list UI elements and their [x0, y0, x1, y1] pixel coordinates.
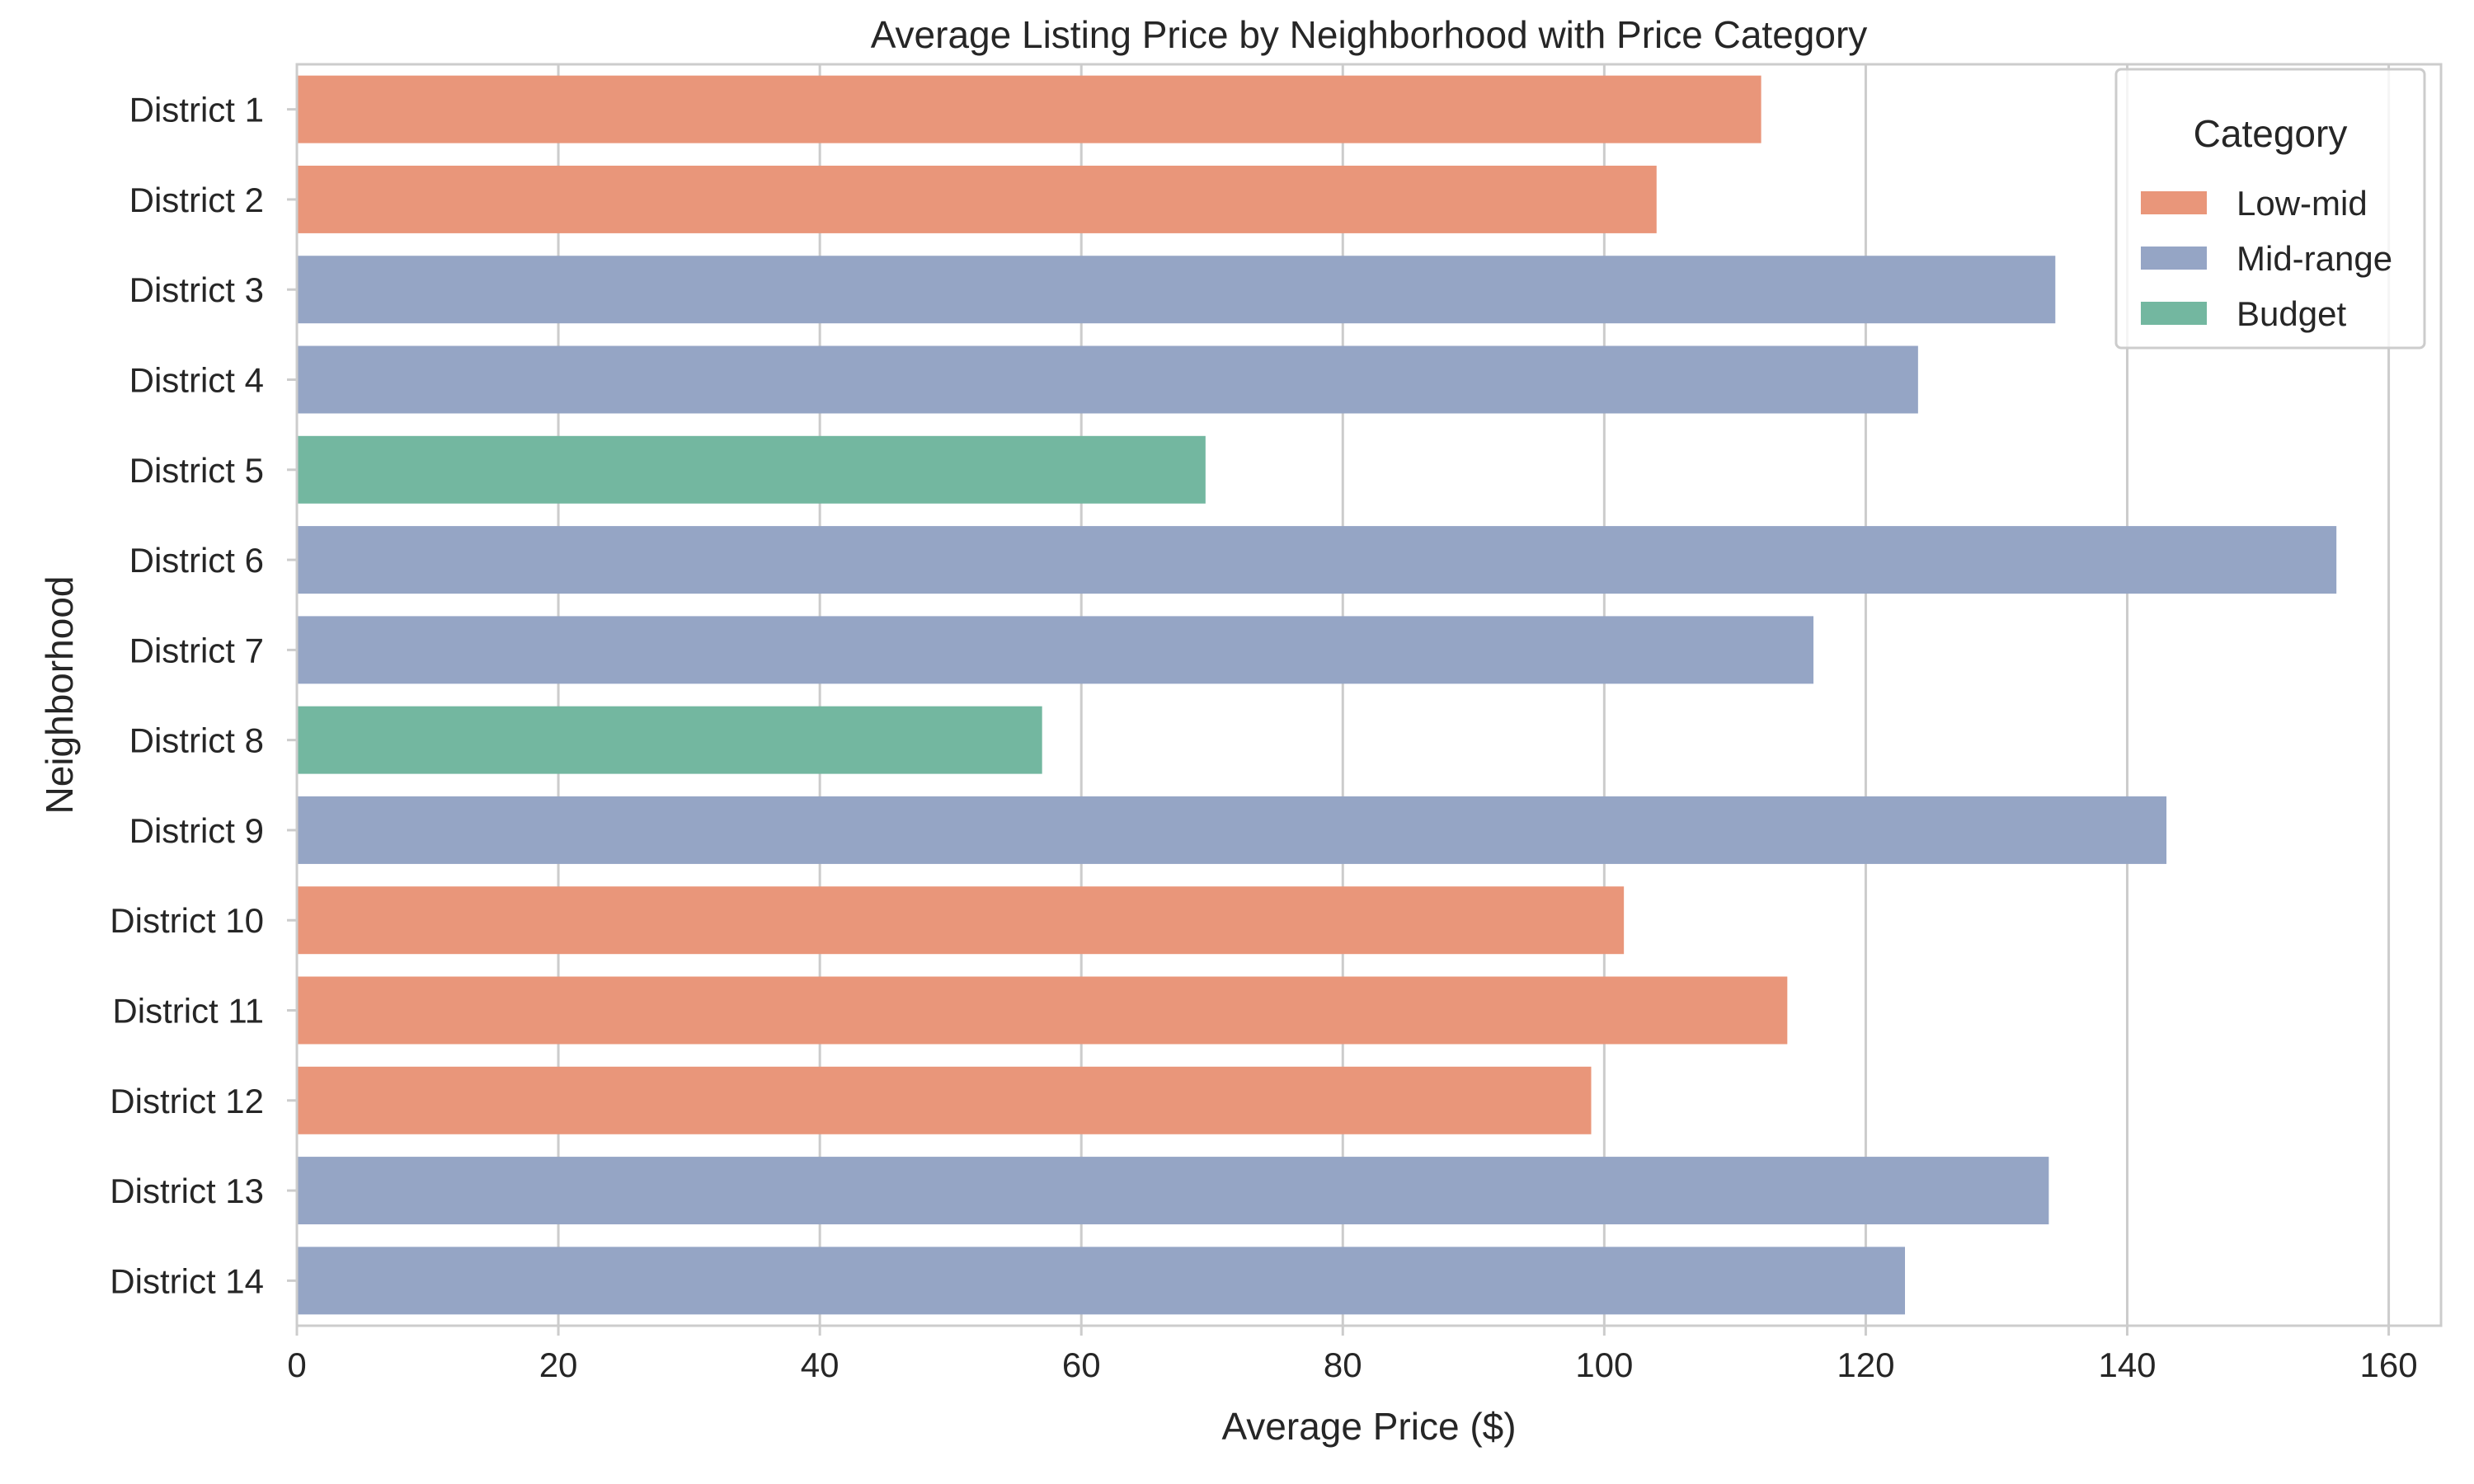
bar-district-10	[297, 886, 1625, 955]
grid-layer	[295, 64, 2391, 1326]
legend-label-low-mid: Low-mid	[2236, 184, 2368, 223]
y-tick-label: District 12	[110, 1082, 264, 1120]
chart-title: Average Listing Price by Neighborhood wi…	[871, 13, 1868, 56]
x-tick-label: 20	[539, 1345, 578, 1384]
bar-district-5	[297, 435, 1206, 504]
y-tick-label: District 11	[112, 992, 264, 1031]
bar-district-2	[297, 165, 1657, 233]
legend-title: Category	[2194, 112, 2348, 155]
y-tick-label: District 6	[129, 541, 264, 580]
legend-label-mid-range: Mid-range	[2236, 239, 2392, 278]
y-tick-label: District 5	[129, 451, 264, 490]
legend-entries: Low-mid Mid-range Budget	[2141, 184, 2392, 333]
y-tick-label: District 1	[129, 91, 264, 129]
bar-district-6	[297, 526, 2337, 594]
x-tick-label: 80	[1324, 1345, 1362, 1384]
legend-swatch-budget	[2141, 302, 2207, 325]
y-tick-label: District 8	[129, 721, 264, 760]
x-tick-label: 160	[2360, 1345, 2418, 1384]
y-axis-label: Neighborhood	[38, 575, 81, 814]
x-axis-label: Average Price ($)	[1221, 1405, 1516, 1448]
bar-district-11	[297, 976, 1788, 1045]
bar-district-13	[297, 1157, 2049, 1225]
x-tick-label: 40	[801, 1345, 840, 1384]
y-tick-label: District 3	[129, 270, 264, 309]
plot-frame	[295, 63, 2443, 1327]
bar-district-9	[297, 796, 2167, 864]
legend: Category Low-mid Mid-range Budget	[2114, 68, 2426, 350]
legend-swatch-low-mid	[2141, 191, 2207, 214]
bar-district-7	[297, 616, 1814, 684]
bar-district-14	[297, 1247, 1905, 1315]
x-tick-label: 120	[1837, 1345, 1894, 1384]
bar-layer	[297, 75, 2337, 1315]
legend-swatch-mid-range	[2141, 247, 2207, 270]
x-tick-label: 100	[1575, 1345, 1633, 1384]
bar-district-12	[297, 1066, 1592, 1134]
legend-box	[2114, 68, 2426, 350]
y-tick-label: District 9	[129, 811, 264, 850]
y-tick-label: District 4	[129, 361, 264, 400]
bar-district-8	[297, 706, 1042, 774]
x-tick-label: 60	[1062, 1345, 1101, 1384]
y-tick-label: District 7	[129, 631, 264, 669]
y-tick-label: District 2	[129, 181, 264, 219]
y-tick-label: District 14	[110, 1261, 264, 1300]
x-tick-label: 140	[2098, 1345, 2156, 1384]
bar-district-4	[297, 345, 1918, 414]
tick-layer: 0 20 40 60 80 100 120 140 160 District 1 District …	[110, 91, 2417, 1384]
x-tick-label: 0	[287, 1345, 306, 1384]
bar-district-1	[297, 75, 1761, 143]
legend-label-budget: Budget	[2236, 294, 2346, 333]
y-tick-label: District 10	[110, 901, 264, 940]
y-tick-label: District 13	[110, 1172, 264, 1210]
bar-district-3	[297, 256, 2056, 324]
